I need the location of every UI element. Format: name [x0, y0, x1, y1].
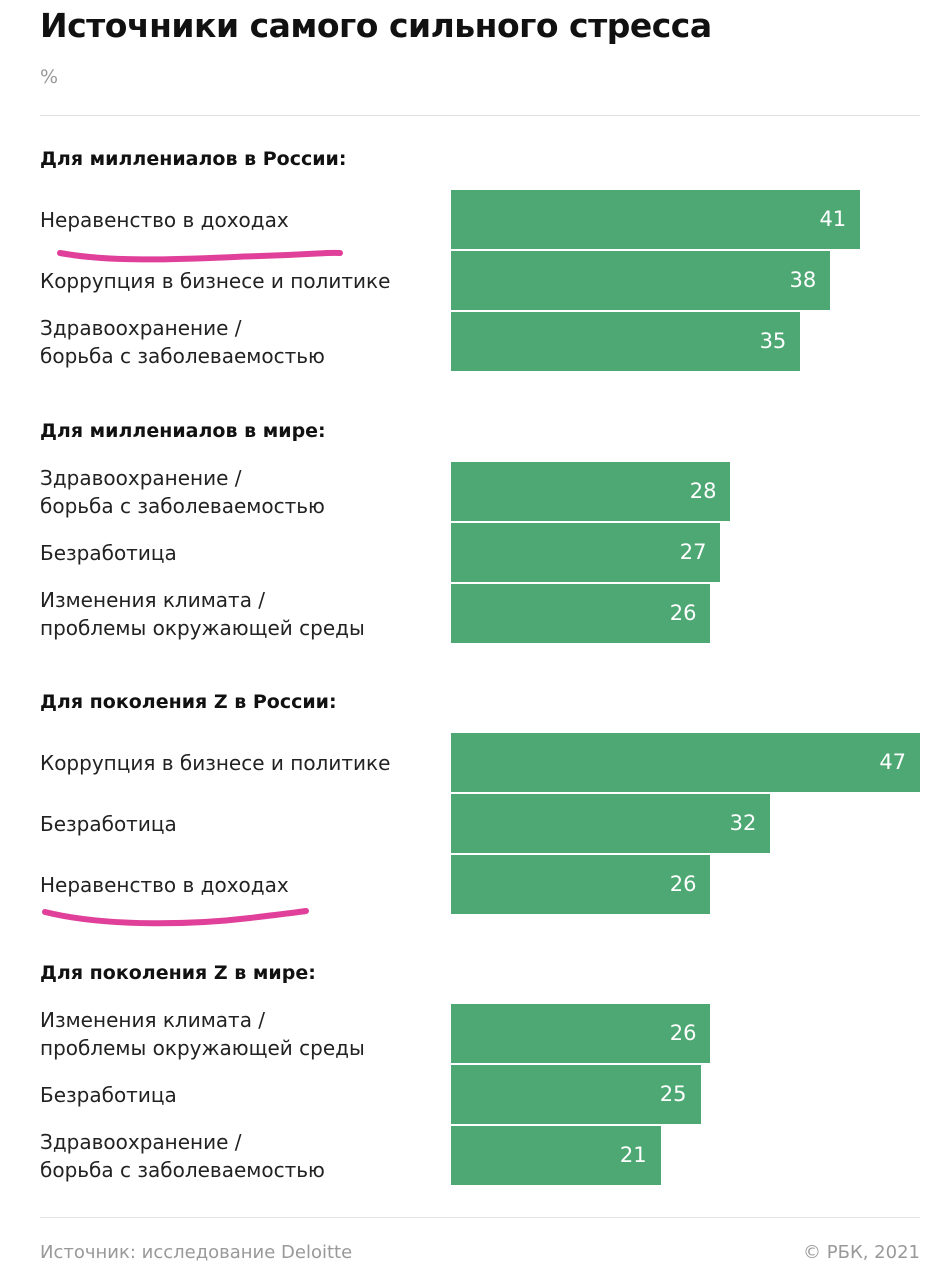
bar: 32	[451, 794, 771, 853]
value-label: 38	[789, 268, 817, 292]
bar: 25	[451, 1065, 701, 1124]
value-label: 28	[689, 479, 717, 503]
value-label: 41	[819, 207, 847, 231]
category-label: Здравоохранение / борьба с заболеваемост…	[40, 315, 325, 368]
category-label: Здравоохранение / борьба с заболеваемост…	[40, 465, 325, 518]
divider	[40, 1217, 920, 1218]
category-label: Неравенство в доходах	[40, 207, 289, 232]
value-label: 47	[879, 750, 907, 774]
bar: 38	[451, 251, 831, 310]
bar: 26	[451, 584, 711, 643]
category-label: Здравоохранение / борьба с заболеваемост…	[40, 1129, 325, 1182]
bar: 26	[451, 855, 711, 914]
category-label: Изменения климата / проблемы окружающей …	[40, 587, 365, 640]
bar: 28	[451, 462, 731, 521]
copyright: © РБК, 2021	[803, 1242, 920, 1263]
bar: 27	[451, 523, 721, 582]
bar: 21	[451, 1126, 661, 1185]
value-label: 25	[659, 1082, 687, 1106]
highlight-underline	[42, 908, 309, 927]
value-label: 21	[619, 1143, 647, 1167]
bar: 41	[451, 190, 861, 249]
category-label: Безработица	[40, 811, 177, 836]
bar: 26	[451, 1004, 711, 1063]
category-label: Изменения климата / проблемы окружающей …	[40, 1007, 365, 1060]
bar: 35	[451, 312, 801, 371]
group-title: Для поколения Z в России:	[40, 691, 337, 713]
category-label: Коррупция в бизнесе и политике	[40, 268, 391, 293]
group-title: Для миллениалов в мире:	[40, 420, 326, 442]
value-label: 32	[729, 811, 757, 835]
category-label: Безработица	[40, 1082, 177, 1107]
value-label: 27	[679, 540, 707, 564]
divider	[40, 115, 920, 116]
value-label: 26	[669, 601, 697, 625]
unit: %	[40, 66, 59, 88]
category-label: Безработица	[40, 540, 177, 565]
title: Источники самого сильного стресса	[40, 6, 712, 45]
category-label: Неравенство в доходах	[40, 872, 289, 897]
bar: 47	[451, 733, 921, 792]
value-label: 26	[669, 872, 697, 896]
source: Источник: исследование Deloitte	[40, 1242, 353, 1263]
category-label: Коррупция в бизнесе и политике	[40, 750, 391, 775]
highlight-underline	[57, 249, 343, 263]
value-label: 35	[759, 329, 787, 353]
group-title: Для миллениалов в России:	[40, 148, 347, 170]
value-label: 26	[669, 1021, 697, 1045]
group-title: Для поколения Z в мире:	[40, 962, 316, 984]
